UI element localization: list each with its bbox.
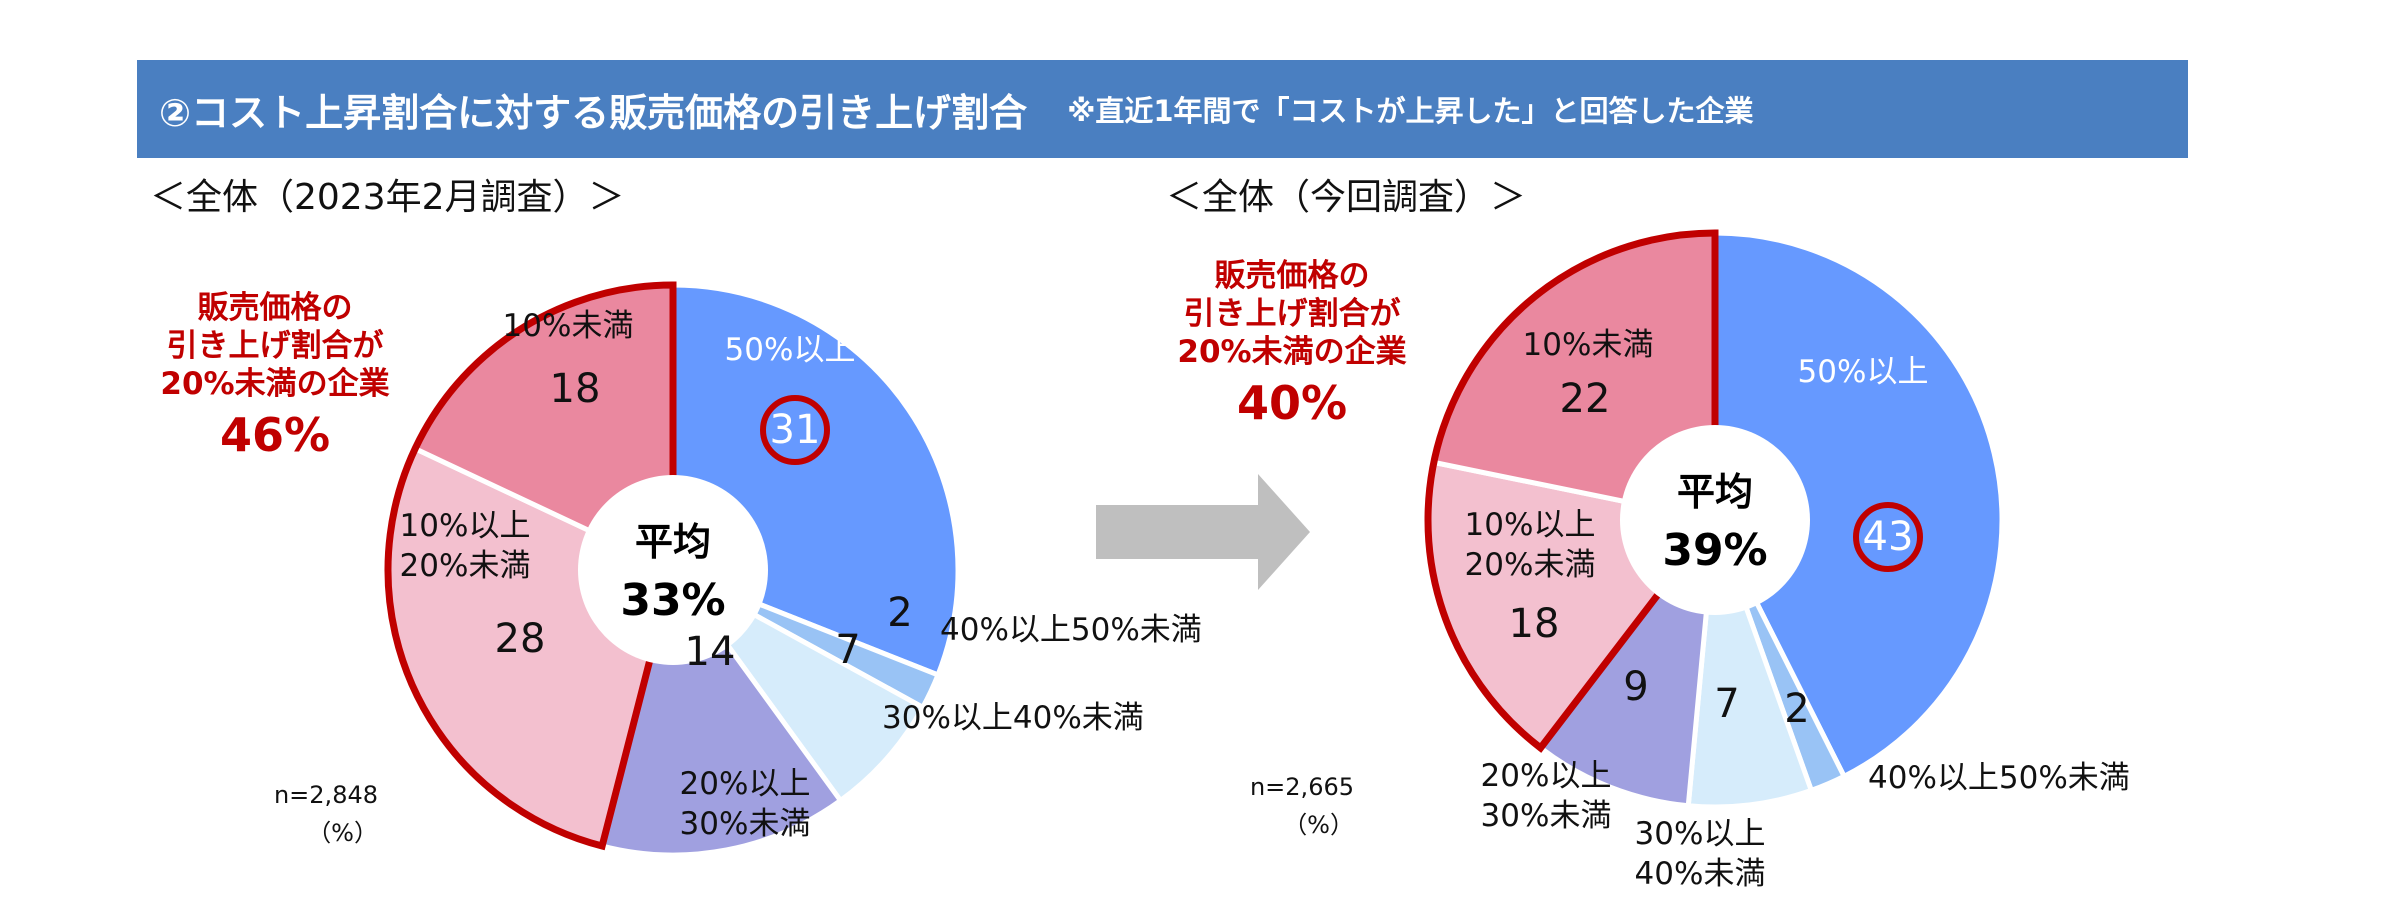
center-label: 平均 [635, 520, 711, 564]
highlight-outline [384, 281, 677, 851]
callout-value: 46% [219, 408, 331, 463]
value-label: 28 [495, 616, 546, 662]
category-label: 40%以上50%未満 [940, 612, 1202, 648]
value-label: 14 [685, 629, 736, 675]
header-title: ②コスト上昇割合に対する販売価格の引き上げ割合 [159, 90, 1028, 135]
callout-2023: 販売価格の 引き上げ割合が 20%未満の企業 46% [95, 290, 455, 464]
value-label: 31 [770, 407, 821, 453]
category-label: 10%以上 20%未満 [400, 508, 531, 584]
unit-label: （%） [1283, 811, 1354, 840]
callout-value: 40% [1236, 376, 1348, 431]
header-banner: ②コスト上昇割合に対する販売価格の引き上げ割合 ※直近1年間で「コストが上昇した… [137, 60, 2188, 158]
chart-title-2023: ＜全体（2023年2月調査）＞ [150, 177, 625, 218]
category-label: 30%以上40%未満 [882, 700, 1144, 736]
callout-current: 販売価格の 引き上げ割合が 20%未満の企業 40% [1112, 258, 1472, 432]
callout-line-1: 販売価格の [197, 290, 353, 326]
category-label: 50%以上 [725, 332, 856, 368]
pie-chart-2023: 平均 33% 50%以上 40%以上50%未満 30%以上40%未満 20%以上 30%未満… [384, 281, 1202, 858]
callout-line-1: 販売価格の [1214, 258, 1370, 294]
sample-size: n=2,848 [273, 781, 378, 809]
center-label: 平均 [1677, 470, 1753, 514]
pie-chart-current: 平均 39% 50%以上 40%以上50%未満 30%以上 40%未満 20%以上 30%未満… [1424, 229, 2130, 892]
category-label: 10%以上 20%未満 [1465, 507, 1596, 583]
callout-line-2: 引き上げ割合が [1183, 295, 1401, 332]
value-label: 22 [1560, 376, 1611, 422]
transition-arrow-icon [1096, 474, 1310, 590]
center-hole [578, 475, 768, 665]
highlight-circle-icon [1853, 502, 1923, 572]
value-label: 18 [550, 366, 601, 412]
center-value: 33% [620, 575, 725, 626]
header-note: ※直近1年間で「コストが上昇した」と回答した企業 [1067, 94, 1754, 128]
category-label: 10%未満 [1523, 327, 1654, 363]
value-label: 2 [1784, 686, 1809, 732]
sample-note-current: n=2,665 （%） [1206, 768, 1354, 845]
center-hole [1620, 425, 1810, 615]
slice-50-plus [1712, 230, 2005, 780]
value-label: 18 [1509, 601, 1560, 647]
category-label: 20%以上 30%未満 [1481, 758, 1612, 834]
value-label: 7 [835, 627, 860, 673]
value-label: 7 [1714, 681, 1739, 727]
value-label: 43 [1863, 514, 1914, 560]
highlight-outline [1424, 229, 1719, 753]
category-label: 20%以上 30%未満 [680, 766, 811, 842]
category-label: 40%以上50%未満 [1868, 760, 2130, 796]
callout-line-2: 引き上げ割合が [166, 327, 384, 364]
highlight-circle-icon [760, 395, 830, 465]
category-label: 10%未満 [503, 308, 634, 344]
callout-line-3: 20%未満の企業 [160, 365, 390, 402]
sample-size: n=2,665 [1249, 773, 1354, 801]
category-label: 50%以上 [1798, 354, 1929, 390]
center-value: 39% [1662, 525, 1767, 576]
callout-line-3: 20%未満の企業 [1177, 333, 1407, 370]
unit-label: （%） [307, 819, 378, 848]
sample-note-2023: n=2,848 （%） [230, 776, 378, 853]
value-label: 2 [887, 590, 912, 636]
value-label: 9 [1623, 664, 1648, 710]
chart-title-current: ＜全体（今回調査）＞ [1166, 177, 1527, 218]
